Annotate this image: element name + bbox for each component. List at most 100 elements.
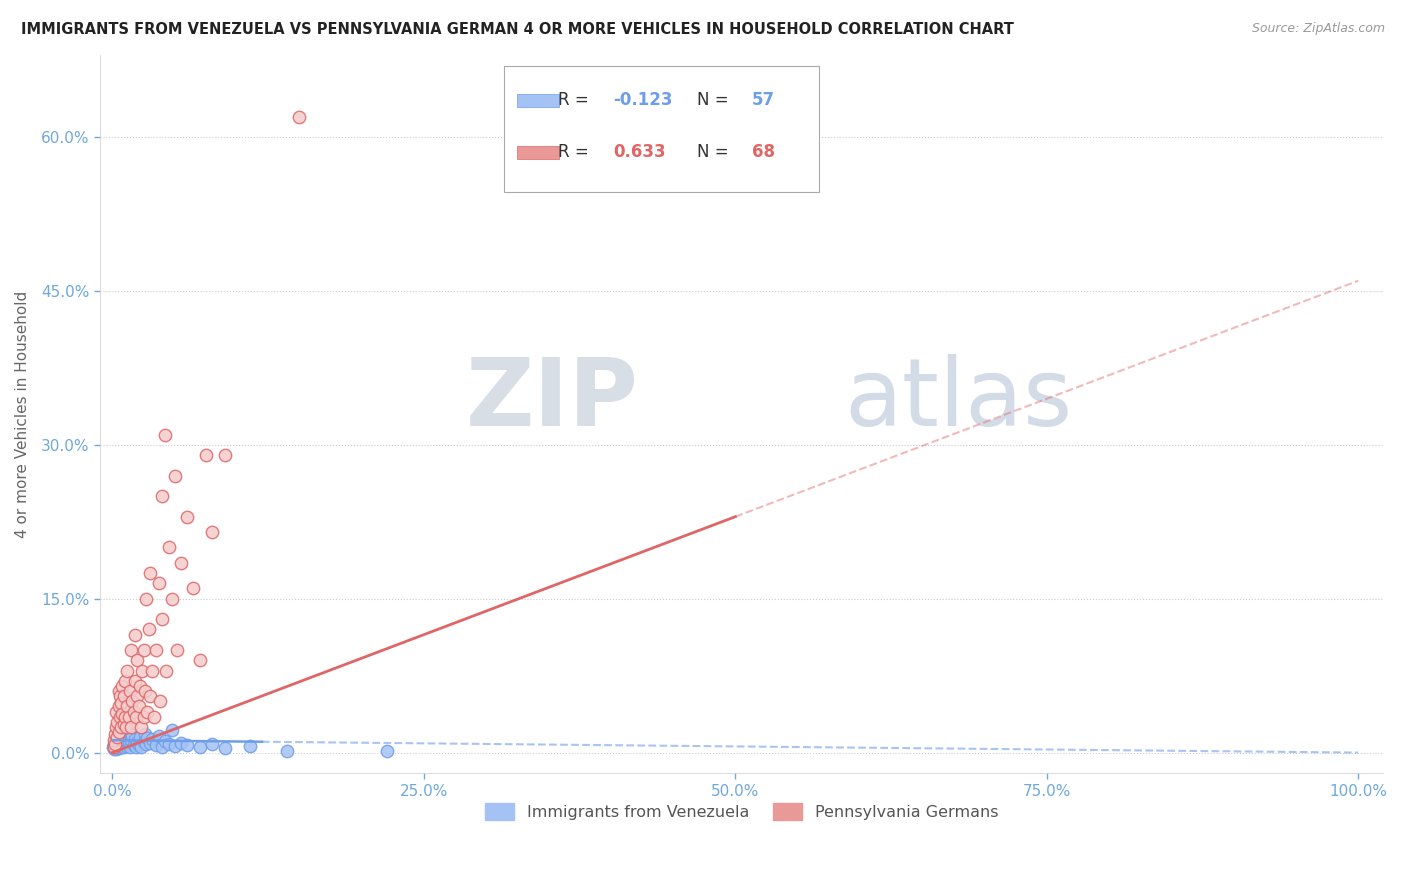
Point: [132, 643, 155, 657]
Point: [135, 591, 157, 606]
Point: [276, 743, 298, 757]
Point: [214, 741, 236, 756]
Point: [107, 736, 129, 750]
Point: [117, 664, 139, 678]
Point: [201, 737, 224, 751]
Point: [163, 739, 186, 754]
Point: [105, 705, 128, 719]
Point: [110, 740, 132, 755]
FancyBboxPatch shape: [505, 66, 818, 192]
Point: [112, 716, 135, 731]
Point: [104, 727, 127, 741]
Point: [125, 740, 148, 755]
Point: [134, 684, 156, 698]
Point: [124, 673, 146, 688]
Point: [139, 566, 162, 580]
Point: [162, 723, 184, 737]
Point: [117, 699, 139, 714]
Point: [105, 733, 128, 747]
Point: [166, 643, 188, 657]
Point: [101, 740, 124, 755]
Point: [115, 720, 138, 734]
Point: [103, 740, 125, 755]
Point: [107, 740, 129, 755]
Text: R =: R =: [558, 143, 595, 161]
Text: N =: N =: [697, 91, 734, 110]
Point: [105, 720, 128, 734]
Point: [176, 509, 198, 524]
Point: [111, 732, 134, 747]
Point: [188, 653, 211, 667]
Bar: [517, 94, 558, 107]
Point: [110, 720, 132, 734]
Point: [107, 714, 129, 729]
Point: [128, 730, 150, 744]
Point: [124, 732, 146, 747]
Point: [127, 653, 149, 667]
Point: [127, 689, 149, 703]
Point: [155, 664, 177, 678]
Point: [104, 737, 127, 751]
Point: [107, 699, 129, 714]
Y-axis label: 4 or more Vehicles in Household: 4 or more Vehicles in Household: [15, 291, 30, 538]
Point: [110, 696, 132, 710]
Point: [107, 737, 129, 751]
Point: [122, 705, 145, 719]
Text: ZIP: ZIP: [465, 354, 638, 446]
Point: [170, 736, 193, 750]
Point: [114, 709, 136, 723]
Point: [107, 684, 129, 698]
Point: [163, 468, 186, 483]
Point: [103, 742, 125, 756]
Point: [288, 110, 311, 124]
Point: [105, 742, 128, 756]
Point: [118, 684, 141, 698]
Point: [148, 576, 170, 591]
Point: [149, 694, 172, 708]
Point: [183, 582, 205, 596]
Point: [107, 731, 129, 746]
Point: [139, 689, 162, 703]
Point: [110, 736, 132, 750]
Point: [104, 740, 127, 755]
Point: [125, 709, 148, 723]
Legend: Immigrants from Venezuela, Pennsylvania Germans: Immigrants from Venezuela, Pennsylvania …: [479, 797, 1004, 826]
Point: [114, 673, 136, 688]
Point: [141, 732, 163, 747]
Point: [117, 735, 139, 749]
Text: N =: N =: [697, 143, 734, 161]
Point: [120, 720, 142, 734]
Point: [150, 489, 173, 503]
Point: [118, 740, 141, 755]
Point: [132, 709, 155, 723]
Point: [153, 427, 176, 442]
Bar: [517, 145, 558, 159]
Point: [150, 740, 173, 755]
Point: [129, 740, 152, 755]
Point: [121, 694, 143, 708]
Point: [127, 735, 149, 749]
Point: [214, 448, 236, 462]
Point: [115, 739, 138, 754]
Point: [104, 735, 127, 749]
Point: [105, 739, 128, 753]
Text: atlas: atlas: [844, 354, 1073, 446]
Point: [103, 737, 125, 751]
Point: [157, 541, 180, 555]
Point: [138, 623, 160, 637]
Point: [201, 524, 224, 539]
Point: [148, 729, 170, 743]
Point: [139, 736, 162, 750]
Point: [108, 734, 131, 748]
Point: [141, 664, 163, 678]
Point: [162, 591, 184, 606]
Point: [107, 725, 129, 739]
Point: [114, 730, 136, 744]
Point: [112, 740, 135, 755]
Point: [131, 664, 153, 678]
Point: [107, 741, 129, 756]
Point: [107, 730, 129, 744]
Point: [121, 729, 143, 743]
Point: [128, 739, 150, 753]
Point: [111, 706, 134, 721]
